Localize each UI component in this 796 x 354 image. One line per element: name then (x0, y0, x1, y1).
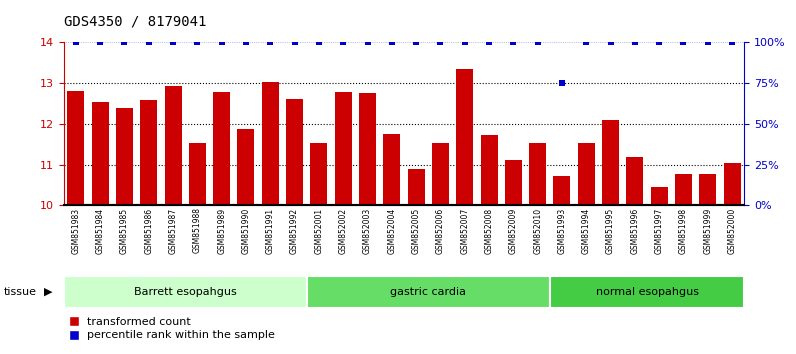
Text: GSM852005: GSM852005 (412, 207, 420, 254)
Bar (553, 176, 571, 205)
Bar (140, 100, 158, 205)
Text: GSM851988: GSM851988 (193, 207, 202, 253)
Point (701, 40, 714, 45)
Bar (578, 143, 595, 205)
Point (361, 40, 374, 45)
Text: GSM851994: GSM851994 (582, 207, 591, 254)
Text: GDS4350 / 8179041: GDS4350 / 8179041 (64, 14, 206, 28)
Text: GSM851992: GSM851992 (290, 207, 299, 253)
Text: GSM851990: GSM851990 (241, 207, 251, 254)
Point (240, 40, 252, 45)
Text: GSM852004: GSM852004 (388, 207, 396, 254)
Text: GSM852003: GSM852003 (363, 207, 372, 254)
Bar (626, 157, 643, 205)
Point (580, 40, 593, 45)
Bar (68, 91, 84, 205)
Text: GSM851997: GSM851997 (654, 207, 664, 254)
FancyBboxPatch shape (306, 276, 550, 308)
Bar (310, 143, 327, 205)
Bar (237, 129, 255, 205)
Point (434, 40, 447, 45)
Bar (456, 69, 474, 205)
Text: GSM851996: GSM851996 (630, 207, 639, 254)
Text: GSM851987: GSM851987 (169, 207, 178, 253)
Bar (700, 173, 716, 205)
Point (313, 40, 326, 45)
Point (629, 40, 642, 45)
Point (337, 40, 349, 45)
Point (118, 40, 131, 45)
FancyBboxPatch shape (550, 276, 744, 308)
Text: GSM851999: GSM851999 (704, 207, 712, 254)
Text: GSM852006: GSM852006 (436, 207, 445, 254)
Point (653, 40, 665, 45)
Bar (432, 143, 449, 205)
Text: ▶: ▶ (44, 287, 53, 297)
Point (288, 40, 301, 45)
Bar (602, 120, 619, 205)
Bar (675, 173, 692, 205)
Text: GSM851998: GSM851998 (679, 207, 688, 253)
FancyBboxPatch shape (64, 276, 306, 308)
Bar (650, 187, 668, 205)
Point (531, 40, 544, 45)
Bar (286, 99, 303, 205)
Text: GSM852008: GSM852008 (485, 207, 494, 253)
Point (166, 40, 179, 45)
Point (507, 40, 520, 45)
Point (482, 40, 495, 45)
Text: GSM852007: GSM852007 (460, 207, 469, 254)
Bar (481, 135, 498, 205)
Point (69, 40, 82, 45)
Text: GSM852009: GSM852009 (509, 207, 518, 254)
Bar (724, 162, 740, 205)
Point (142, 40, 155, 45)
Bar (505, 160, 522, 205)
Point (726, 40, 739, 45)
Text: GSM851995: GSM851995 (606, 207, 615, 254)
Bar (359, 93, 376, 205)
Point (604, 40, 617, 45)
Text: GSM851993: GSM851993 (557, 207, 567, 254)
Text: GSM851989: GSM851989 (217, 207, 226, 253)
Legend: transformed count, percentile rank within the sample: transformed count, percentile rank withi… (69, 317, 275, 341)
Bar (334, 92, 352, 205)
Text: GSM852000: GSM852000 (728, 207, 736, 254)
Text: GSM852010: GSM852010 (533, 207, 542, 253)
Text: GSM851986: GSM851986 (144, 207, 154, 253)
Point (677, 40, 690, 45)
Text: Barrett esopahgus: Barrett esopahgus (134, 287, 236, 297)
Point (410, 40, 423, 45)
Bar (116, 108, 133, 205)
Point (556, 80, 568, 86)
Text: GSM851991: GSM851991 (266, 207, 275, 253)
Text: tissue: tissue (4, 287, 37, 297)
Text: normal esopahgus: normal esopahgus (595, 287, 699, 297)
Text: GSM851984: GSM851984 (96, 207, 104, 253)
Bar (213, 92, 230, 205)
Bar (384, 134, 400, 205)
Text: GSM851985: GSM851985 (120, 207, 129, 253)
Point (458, 40, 471, 45)
Bar (92, 102, 108, 205)
Point (385, 40, 398, 45)
Text: gastric cardia: gastric cardia (390, 287, 466, 297)
Bar (165, 86, 181, 205)
Point (215, 40, 228, 45)
Point (191, 40, 204, 45)
Bar (262, 81, 279, 205)
Text: GSM852001: GSM852001 (314, 207, 323, 253)
Bar (529, 143, 546, 205)
Point (264, 40, 277, 45)
Point (94, 40, 107, 45)
Bar (189, 143, 206, 205)
Text: GSM852002: GSM852002 (339, 207, 348, 253)
Bar (408, 170, 424, 205)
Text: GSM851983: GSM851983 (72, 207, 80, 253)
